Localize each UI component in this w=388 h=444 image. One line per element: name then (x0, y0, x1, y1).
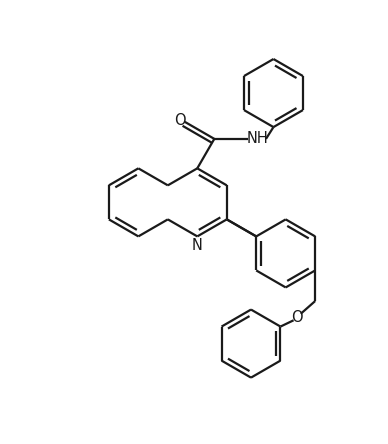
Text: O: O (291, 309, 303, 325)
Text: N: N (192, 238, 203, 254)
Text: O: O (174, 113, 185, 128)
Text: NH: NH (247, 131, 268, 146)
